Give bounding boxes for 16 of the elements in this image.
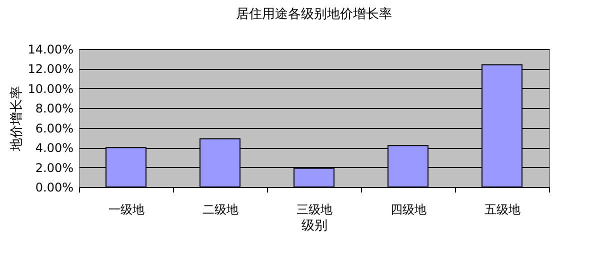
x-tick-label: 三级地 xyxy=(296,202,332,216)
y-tick-label: 12.00% xyxy=(28,62,74,76)
x-axis-title: 级别 xyxy=(302,218,328,234)
y-axis-title: 地价增长率 xyxy=(8,86,25,152)
y-tick-label: 4.00% xyxy=(35,141,74,156)
y-tick-label: 10.00% xyxy=(28,82,74,96)
y-tick-label: 8.00% xyxy=(35,102,74,116)
x-tick-label: 四级地 xyxy=(390,202,426,216)
x-tick-label: 一级地 xyxy=(108,202,144,216)
y-tick-label: 6.00% xyxy=(35,121,74,136)
y-tick-label: 14.00% xyxy=(28,42,74,56)
y-tick-label: 2.00% xyxy=(35,160,74,175)
chart-title: 居住用途各级别地价增长率 xyxy=(236,6,392,22)
y-tick-label: 0.00% xyxy=(35,180,74,194)
x-tick-label: 五级地 xyxy=(484,202,520,216)
x-tick-label: 二级地 xyxy=(202,202,238,216)
